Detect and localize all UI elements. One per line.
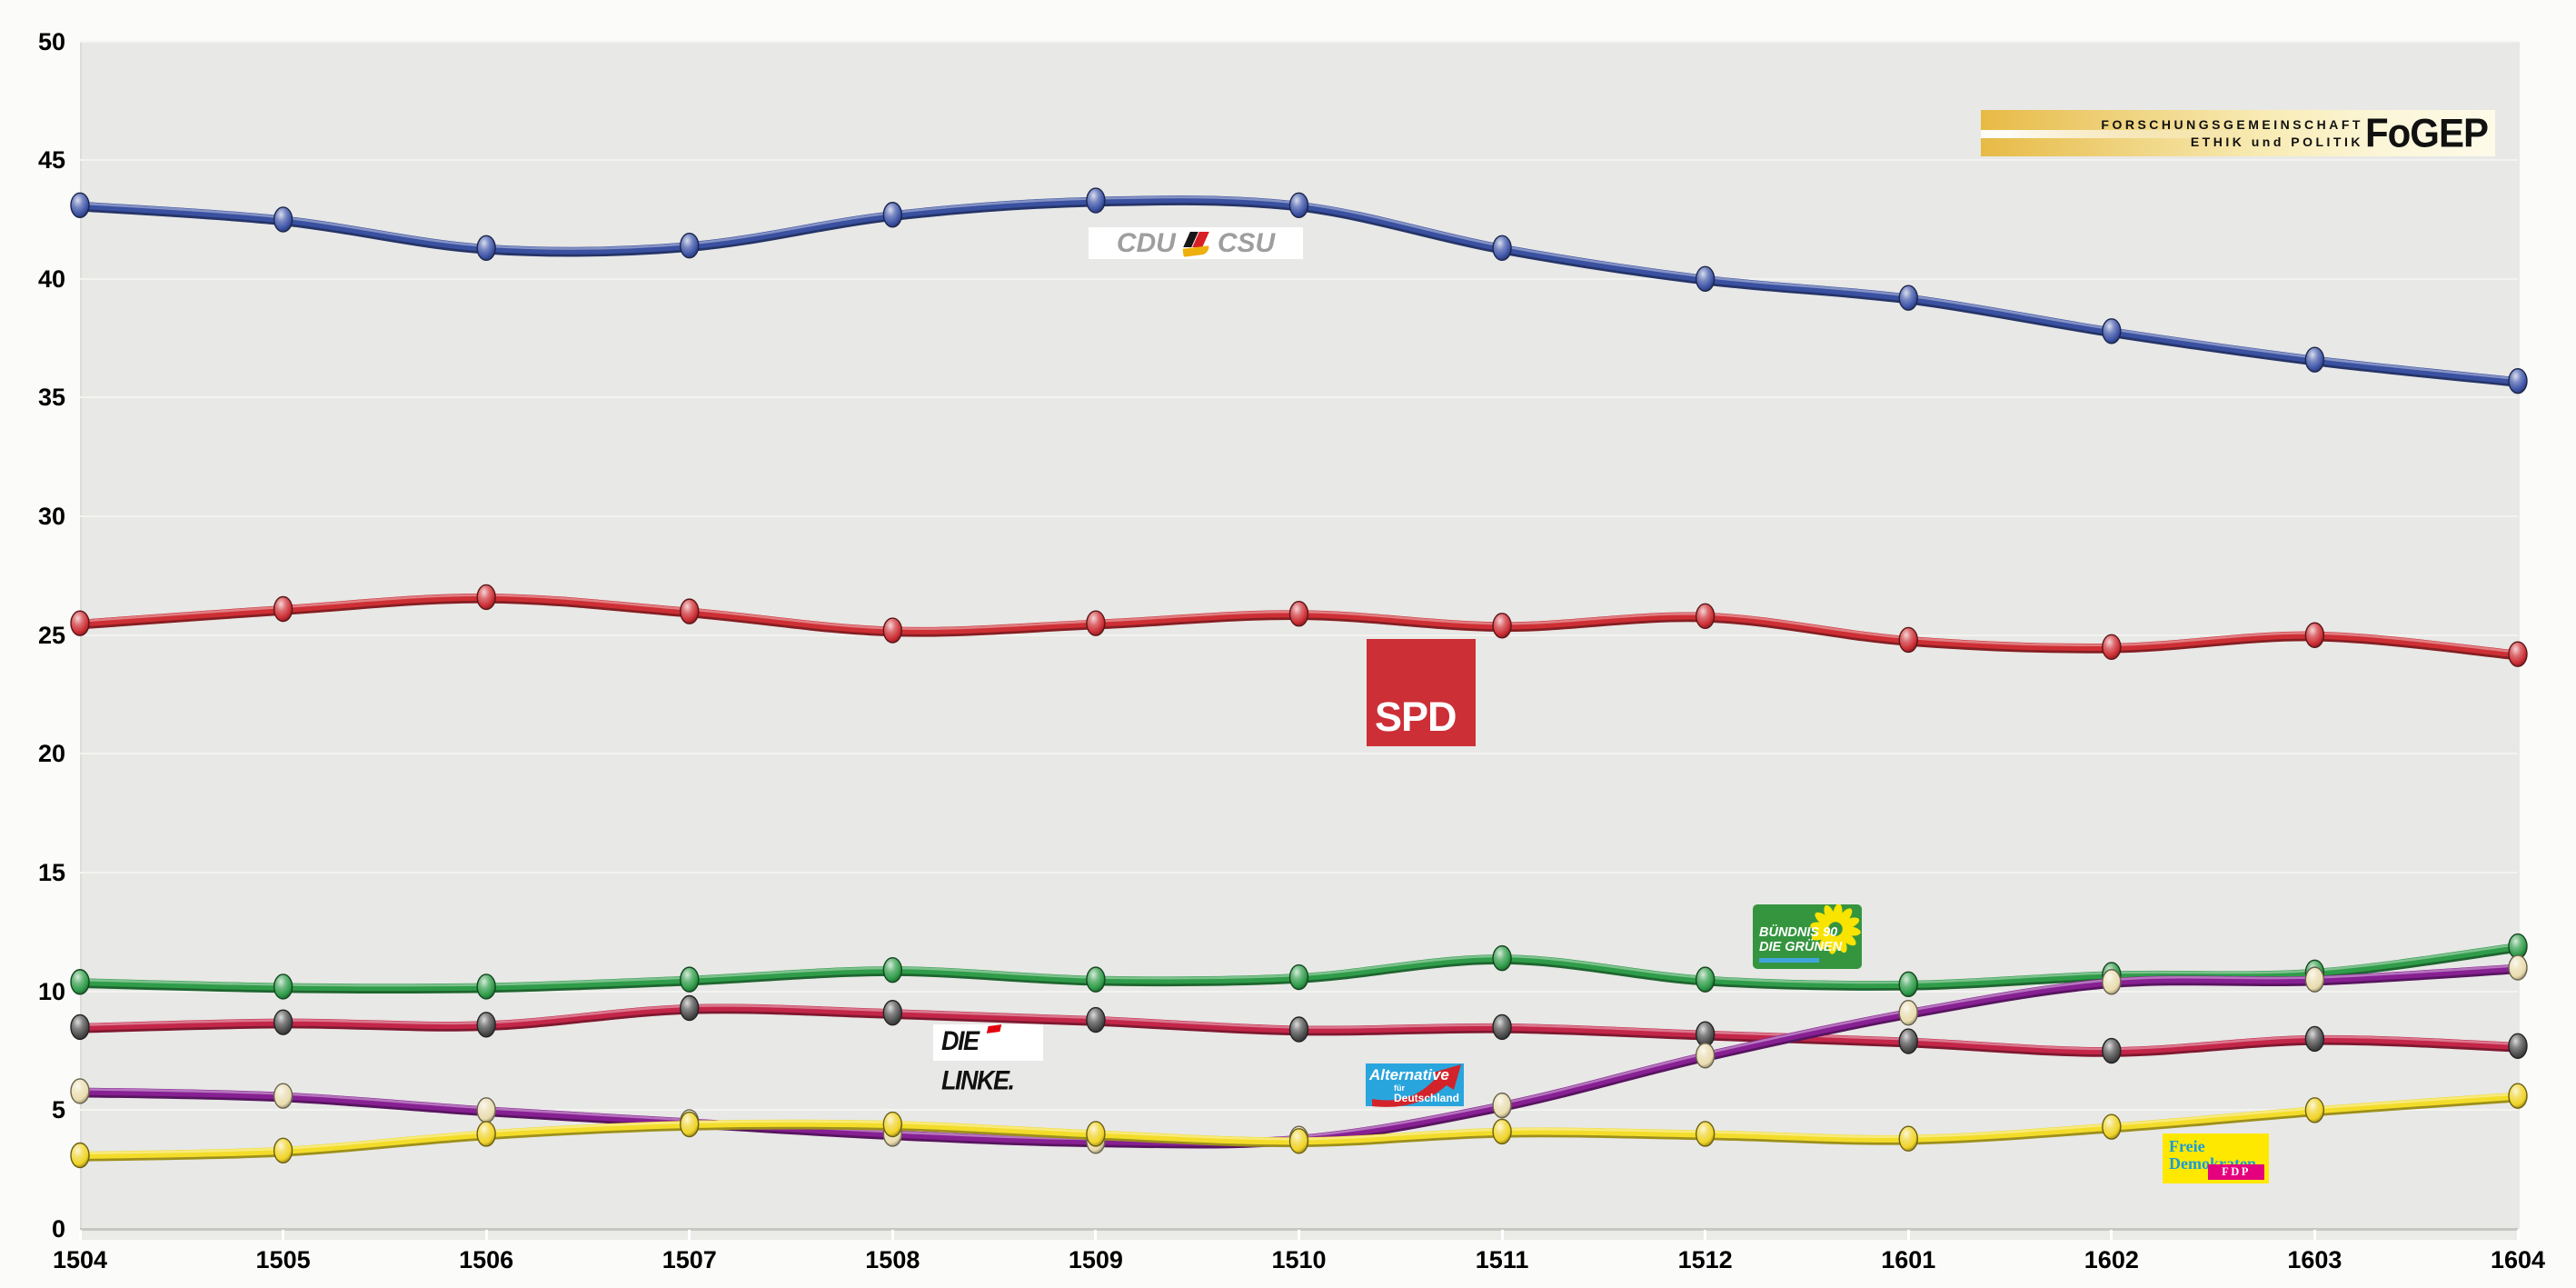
- x-tick-1604: [2516, 1230, 2520, 1241]
- fogep-org-line2: ETHIK und POLITIK: [2190, 134, 2363, 149]
- y-axis-label-5: 5: [51, 1096, 65, 1124]
- y-axis-label-40: 40: [37, 265, 65, 293]
- x-tick-1603: [2312, 1230, 2316, 1241]
- x-axis-label-1601: 1601: [1881, 1246, 1936, 1273]
- sunflower-petal: [1811, 929, 1831, 941]
- y-axis-label-30: 30: [37, 503, 65, 531]
- spd-label: SPD: [1375, 694, 1457, 740]
- x-tick-1506: [484, 1230, 488, 1241]
- x-tick-1512: [1704, 1230, 1707, 1241]
- x-tick-1505: [282, 1230, 285, 1241]
- fdp-abbr-label: FDP: [2222, 1165, 2251, 1178]
- gruene-blue-bar: [1759, 958, 1819, 963]
- y-axis-label-25: 25: [37, 621, 65, 649]
- y-axis-label-45: 45: [37, 146, 65, 175]
- sunflower-petal: [1837, 908, 1853, 925]
- cdu-csu-logo: CDU CSU: [1089, 227, 1303, 259]
- y-axis-label-15: 15: [37, 859, 65, 887]
- x-tick-1602: [2110, 1230, 2114, 1241]
- gruene-logo: BÜNDNIS 90 DIE GRÜNEN: [1753, 904, 1862, 969]
- fdp-badge: FDP: [2208, 1164, 2264, 1180]
- x-tick-1507: [688, 1230, 691, 1241]
- y-axis-label-20: 20: [37, 740, 65, 768]
- y-axis-label-0: 0: [51, 1215, 65, 1243]
- plot-area: [80, 41, 2520, 1229]
- sunflower-center: [1825, 919, 1845, 939]
- sunflower-icon: [1810, 904, 1861, 954]
- afd-label-alternative: Alternative: [1369, 1066, 1449, 1083]
- cdu-label: CDU: [1116, 228, 1176, 258]
- fogep-org-line1: FORSCHUNGSGEMEINSCHAFT: [2101, 116, 2363, 132]
- x-axis-label-1511: 1511: [1475, 1246, 1529, 1273]
- sunflower-petal: [1824, 904, 1835, 924]
- fogep-abbr: FoGEP: [2364, 110, 2489, 155]
- fdp-logo: Freie Demokraten FDP: [2163, 1133, 2269, 1183]
- csu-label: CSU: [1217, 228, 1276, 258]
- x-axis-label-1504: 1504: [52, 1246, 108, 1273]
- german-flag-icon: [1180, 231, 1213, 257]
- x-axis-label-1510: 1510: [1271, 1246, 1327, 1273]
- die-linke-label: DIE LINKE.: [941, 1026, 1015, 1095]
- spd-logo: SPD: [1367, 639, 1476, 746]
- sunflower-petal: [1818, 933, 1834, 950]
- x-axis-label-1602: 1602: [2084, 1246, 2139, 1273]
- x-axis-label-1505: 1505: [255, 1246, 311, 1273]
- x-tick-1511: [1500, 1230, 1504, 1241]
- x-tick-1504: [78, 1230, 82, 1241]
- sunflower-petal: [1835, 934, 1847, 954]
- x-axis-label-1512: 1512: [1677, 1246, 1733, 1273]
- die-linke-logo: DIE LINKE.: [933, 1024, 1043, 1095]
- fogep-logo: FORSCHUNGSGEMEINSCHAFT ETHIK und POLITIK…: [1981, 110, 2495, 156]
- x-tick-1508: [890, 1230, 894, 1241]
- x-axis-label-1509: 1509: [1068, 1246, 1123, 1273]
- sunflower-petal: [1840, 917, 1860, 929]
- y-axis-label-35: 35: [37, 384, 65, 412]
- gruene-label-line1: BÜNDNIS 90: [1759, 925, 1838, 941]
- x-axis-label-1508: 1508: [865, 1246, 920, 1273]
- x-tick-1510: [1298, 1230, 1300, 1241]
- y-axis-label-50: 50: [37, 27, 65, 55]
- afd-logo: Alternative für Deutschland: [1366, 1063, 1464, 1107]
- x-axis-label-1507: 1507: [661, 1246, 717, 1273]
- afd-label-deutschland: Deutschland: [1393, 1092, 1459, 1104]
- y-axis-label-10: 10: [37, 977, 65, 1005]
- sunflower-petal: [1839, 931, 1856, 946]
- sunflower-petal: [1815, 912, 1832, 927]
- fdp-label-freie: Freie: [2169, 1137, 2205, 1155]
- x-tick-1601: [1906, 1230, 1910, 1241]
- afd-arrow-icon: [1372, 1064, 1461, 1107]
- fogep-gold-streak: [1981, 130, 2264, 138]
- x-axis-label-1604: 1604: [2490, 1246, 2546, 1273]
- x-axis-label-1506: 1506: [459, 1246, 514, 1273]
- x-tick-1509: [1094, 1230, 1098, 1241]
- gruene-label-line2: DIE GRÜNEN: [1759, 940, 1843, 955]
- x-axis-label-1603: 1603: [2287, 1246, 2342, 1273]
